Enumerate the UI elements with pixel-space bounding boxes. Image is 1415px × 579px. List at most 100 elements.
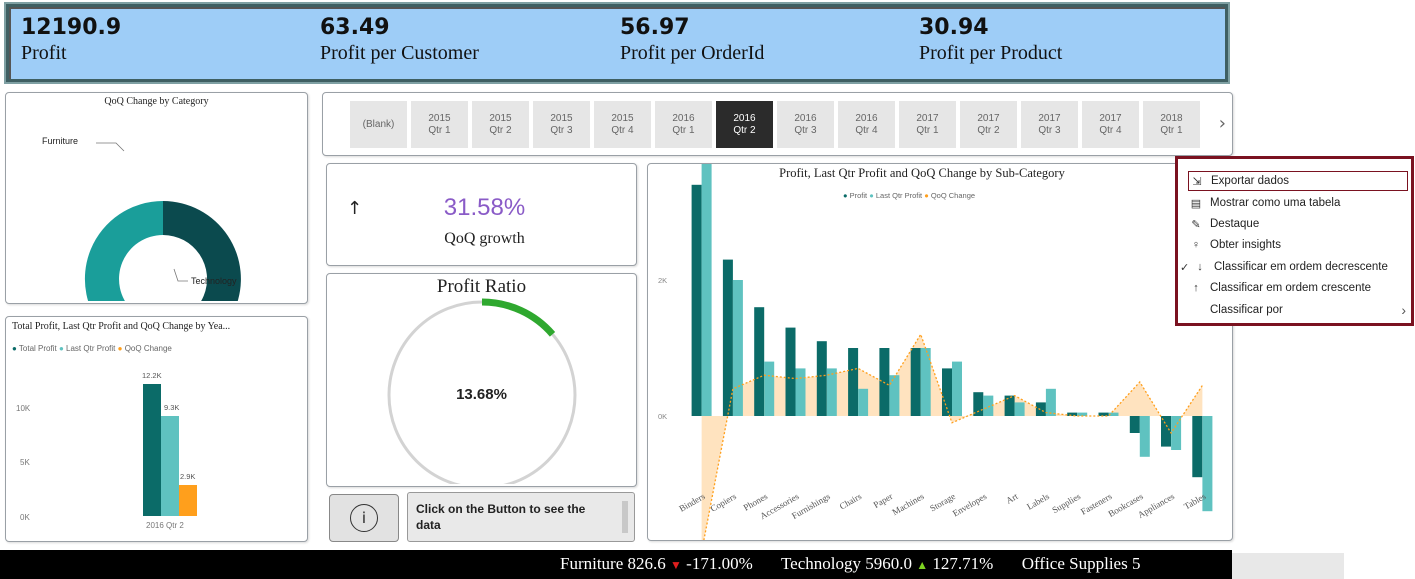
bar-last-qtr-profit[interactable] [1045,388,1056,416]
data-label: 12.2K [142,371,162,380]
info-text-box: Click on the Button to see the data [407,492,635,542]
bar-last-qtr-profit[interactable] [1014,402,1025,416]
kpi-value: 30.94 [919,15,989,40]
bar-profit[interactable] [1035,402,1046,416]
bar-last-qtr-profit[interactable] [764,361,775,416]
bar-profit[interactable] [848,348,859,416]
donut-slice-furniture[interactable] [84,201,163,301]
menu-item-mostrar-tabela[interactable]: ▤ Mostrar como uma tabela [1188,193,1408,213]
bar-last-qtr-profit[interactable] [920,348,931,416]
menu-label: Classificar por [1210,304,1283,316]
bar-qoq-change[interactable] [179,485,197,516]
info-text: Click on the Button to see the data [416,502,586,532]
bar-profit[interactable] [973,392,984,416]
bar-last-qtr-profit[interactable] [701,164,712,416]
bar-profit[interactable] [691,184,702,416]
ticker-change: -171.00% [686,554,753,573]
kpi-profit: 12190.9 Profit [21,15,121,65]
year-chart-title: Total Profit, Last Qtr Profit and QoQ Ch… [12,321,231,332]
ticker-name: Technology [780,554,861,573]
slicer-item[interactable]: 2016 Qtr 4 [838,101,895,148]
up-arrow-icon: ↑ [347,198,363,219]
chevron-right-icon[interactable]: › [1218,113,1226,134]
slicer-item[interactable]: 2016 Qtr 3 [777,101,834,148]
bar-profit[interactable] [754,307,765,416]
menu-item-exportar-dados[interactable]: ⇲ Exportar dados [1188,171,1408,191]
bar-profit[interactable] [1192,416,1203,478]
bar-profit[interactable] [785,327,796,416]
bar-last-qtr-profit[interactable] [1139,416,1150,457]
slicer-item[interactable]: 2015 Qtr 4 [594,101,651,148]
bar-profit[interactable] [816,341,827,416]
donut-slice-technology[interactable] [108,201,241,301]
ticker-bar: Furniture 826.6 ▼ -171.00% Technology 59… [0,550,1232,579]
slicer-item[interactable]: 2016 Qtr 1 [655,101,712,148]
slicer-item[interactable]: (Blank) [350,101,407,148]
donut-label-technology: Technology [191,276,237,286]
bar-profit[interactable] [1161,416,1171,447]
qoq-growth-value: 31.58% [443,194,526,221]
quarter-slicer[interactable]: (Blank) 2015 Qtr 1 2015 Qtr 2 2015 Qtr 3 2015 Qt… [322,92,1233,156]
slicer-item[interactable]: 2017 Qtr 3 [1021,101,1078,148]
slicer-item[interactable]: 2015 Qtr 1 [411,101,468,148]
bar-last-qtr-profit[interactable] [983,395,994,416]
slicer-item[interactable]: 2015 Qtr 3 [533,101,590,148]
profit-ratio-title: Profit Ratio [436,276,527,297]
menu-item-obter-insights[interactable]: ♀ Obter insights [1188,235,1408,255]
donut-label-furniture: Furniture [42,136,79,146]
bar-last-qtr-profit[interactable] [1077,412,1088,416]
slicer-item[interactable]: 2017 Qtr 4 [1082,101,1139,148]
bar-last-qtr-profit[interactable] [795,368,806,416]
bar-last-qtr-profit[interactable] [826,368,837,416]
kpi-label: Profit per OrderId [620,42,765,64]
data-label: 9.3K [164,403,180,412]
info-button[interactable]: i [329,494,399,542]
scrollbar[interactable] [622,501,628,533]
bar-total-profit[interactable] [143,384,161,516]
menu-item-destaque[interactable]: ✎ Destaque [1188,214,1408,234]
bar-profit[interactable] [910,348,921,416]
bar-profit[interactable] [1098,412,1109,416]
x-tick-label: Art [1004,491,1020,506]
slicer-item[interactable]: 2017 Qtr 1 [899,101,956,148]
lightbulb-icon: ♀ [1191,239,1201,251]
year-chart-panel[interactable]: Total Profit, Last Qtr Profit and QoQ Ch… [5,316,308,542]
bar-profit[interactable] [942,368,952,416]
bar-last-qtr-profit[interactable] [1202,416,1213,512]
bar-last-qtr-profit[interactable] [732,280,743,416]
kpi-value: 56.97 [620,15,690,40]
bar-profit[interactable] [1067,412,1078,416]
bar-profit[interactable] [1129,416,1140,433]
x-tick: 2016 Qtr 2 [146,521,184,530]
slicer-item[interactable]: 2016 Qtr 2 [716,101,773,148]
menu-item-classificar-por[interactable]: Classificar por › [1188,300,1408,320]
bar-profit[interactable] [1004,395,1015,416]
x-tick-label: Envelopes [951,491,989,519]
bar-last-qtr-profit[interactable] [1108,412,1119,416]
chevron-right-icon: › [1401,302,1406,318]
bar-last-qtr-profit[interactable] [858,388,869,416]
bar-last-qtr-profit[interactable] [952,361,962,416]
kpi-value: 12190.9 [21,15,122,40]
x-tick-label: Supplies [1050,491,1082,515]
context-menu[interactable]: ⇲ Exportar dados ▤ Mostrar como uma tabela… [1175,156,1414,326]
legend-last-qtr: Last Qtr Profit [66,344,116,353]
bar-last-qtr-profit[interactable] [889,375,900,416]
slicer-item[interactable]: 2017 Qtr 2 [960,101,1017,148]
bar-profit[interactable] [722,259,733,416]
menu-item-ordem-crescente[interactable]: ↑ Classificar em ordem crescente [1188,278,1408,298]
slicer-item[interactable]: 2015 Qtr 2 [472,101,529,148]
checkmark-icon: ✓ [1180,261,1190,274]
donut-chart-panel[interactable]: QoQ Change by Category Furniture Technol… [5,92,308,304]
ticker-content: Furniture 826.6 ▼ -171.00% Technology 59… [560,554,1140,574]
menu-label: Destaque [1210,218,1260,230]
menu-item-ordem-decrescente[interactable]: ✓ ↓ Classificar em ordem decrescente [1180,257,1412,277]
subcategory-legend: ● Profit ● Last Qtr Profit ● QoQ Change [843,191,976,200]
sort-asc-icon: ↑ [1193,282,1199,294]
bar-last-qtr-profit[interactable] [161,416,179,516]
kpi-profit-per-orderid: 56.97 Profit per OrderId [620,15,764,65]
slicer-item[interactable]: 2018 Qtr 1 [1143,101,1200,148]
y-tick: 2K [658,276,667,285]
bar-last-qtr-profit[interactable] [1171,416,1182,450]
subcategory-chart-panel[interactable]: Profit, Last Qtr Profit and QoQ Change b… [647,163,1233,541]
